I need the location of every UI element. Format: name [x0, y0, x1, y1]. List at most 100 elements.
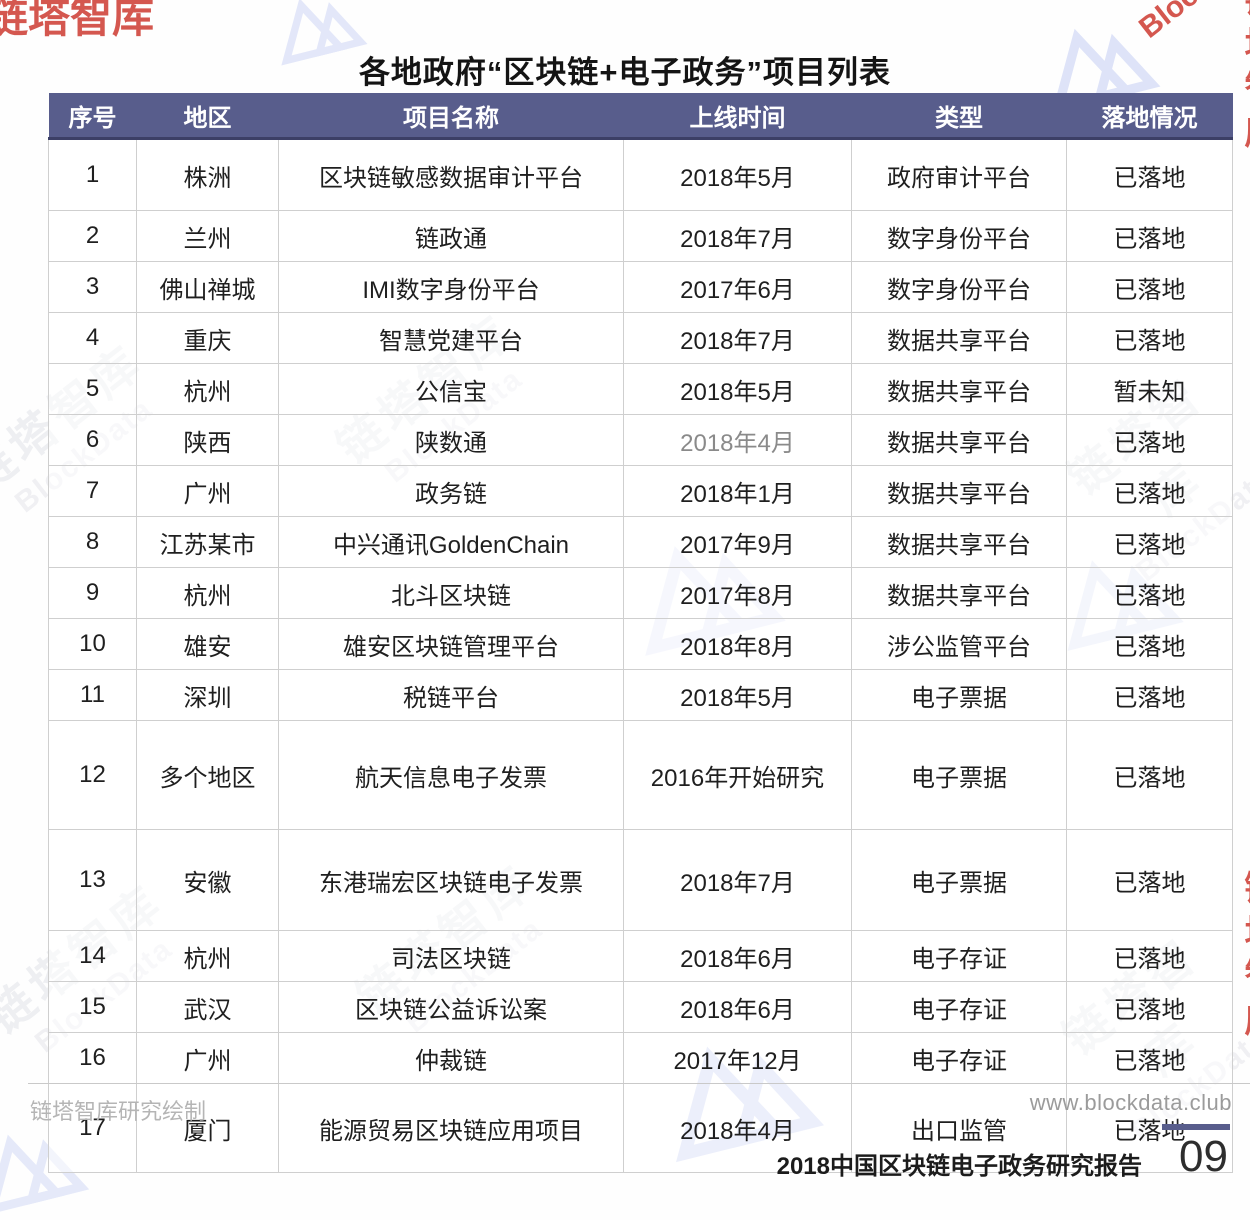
cell-region: 厦门 [136, 1083, 279, 1173]
cell-region: 兰州 [136, 210, 279, 262]
cell-type: 数据共享平台 [851, 363, 1067, 415]
cell-launch-date: 2017年6月 [623, 261, 852, 313]
cell-launch-date: 2018年6月 [623, 930, 852, 982]
cell-project-name: 雄安区块链管理平台 [278, 618, 624, 670]
source-note: 链塔智库研究绘制 [30, 1099, 207, 1124]
cell-no: 11 [48, 669, 137, 721]
cell-no: 4 [48, 312, 137, 364]
table-row: 14 杭州 司法区块链 2018年6月 电子存证 已落地 [48, 930, 1233, 982]
cell-status: 已落地 [1066, 930, 1233, 982]
header-row: 序号 地区 项目名称 上线时间 类型 落地情况 [48, 93, 1233, 140]
cell-launch-date: 2018年5月 [623, 669, 852, 721]
cell-launch-date: 2018年4月 [623, 414, 852, 466]
table-row: 3 佛山禅城 IMI数字身份平台 2017年6月 数字身份平台 已落地 [48, 261, 1233, 313]
cell-no: 14 [48, 930, 137, 982]
table-header: 序号 地区 项目名称 上线时间 类型 落地情况 [48, 93, 1233, 140]
table-row: 4 重庆 智慧党建平台 2018年7月 数据共享平台 已落地 [48, 312, 1233, 364]
cell-project-name: 链政通 [278, 210, 624, 262]
cell-type: 数据共享平台 [851, 465, 1067, 517]
table-row: 5 杭州 公信宝 2018年5月 数据共享平台 暂未知 [48, 363, 1233, 415]
cell-region: 杭州 [136, 363, 279, 415]
footer-divider [28, 1083, 1250, 1084]
cell-project-name: 陕数通 [278, 414, 624, 466]
table-row: 10 雄安 雄安区块链管理平台 2018年8月 涉公监管平台 已落地 [48, 618, 1233, 670]
column-header-region: 地区 [136, 93, 279, 140]
cell-project-name: 司法区块链 [278, 930, 624, 982]
cell-launch-date: 2018年4月 [623, 1083, 852, 1173]
cell-no: 6 [48, 414, 137, 466]
cell-project-name: 航天信息电子发票 [278, 720, 624, 830]
projects-table: 序号 地区 项目名称 上线时间 类型 落地情况 1 株洲 区块链敏感数据审计平台… [48, 93, 1233, 1173]
table-row: 9 杭州 北斗区块链 2017年8月 数据共享平台 已落地 [48, 567, 1233, 619]
cell-status: 已落地 [1066, 465, 1233, 517]
cell-launch-date: 2018年5月 [623, 138, 852, 211]
cell-status: 已落地 [1066, 981, 1233, 1033]
website-url: www.blockdata.club [1029, 1090, 1232, 1115]
cell-region: 雄安 [136, 618, 279, 670]
cell-type: 出口监管 [851, 1083, 1067, 1173]
cell-region: 江苏某市 [136, 516, 279, 568]
cell-launch-date: 2018年7月 [623, 312, 852, 364]
cell-project-name: 能源贸易区块链应用项目 [278, 1083, 624, 1173]
cell-no: 3 [48, 261, 137, 313]
cell-type: 政府审计平台 [851, 138, 1067, 211]
cell-type: 电子存证 [851, 981, 1067, 1033]
column-header-status: 落地情况 [1066, 93, 1233, 140]
cell-type: 电子票据 [851, 720, 1067, 830]
cell-status: 已落地 [1066, 261, 1233, 313]
cell-no: 1 [48, 138, 137, 211]
column-header-launch-date: 上线时间 [623, 93, 852, 140]
column-header-type: 类型 [851, 93, 1067, 140]
cell-project-name: 政务链 [278, 465, 624, 517]
cell-region: 广州 [136, 1032, 279, 1084]
table-row: 1 株洲 区块链敏感数据审计平台 2018年5月 政府审计平台 已落地 [48, 138, 1233, 211]
cell-launch-date: 2017年9月 [623, 516, 852, 568]
cell-type: 电子票据 [851, 829, 1067, 931]
cell-no: 7 [48, 465, 137, 517]
report-title: 2018中国区块链电子政务研究报告 [776, 1153, 1142, 1180]
table-row: 2 兰州 链政通 2018年7月 数字身份平台 已落地 [48, 210, 1233, 262]
cell-status: 已落地 [1066, 414, 1233, 466]
cell-type: 数据共享平台 [851, 414, 1067, 466]
cell-type: 数据共享平台 [851, 312, 1067, 364]
page-number: 09 [1179, 1132, 1228, 1181]
cell-region: 深圳 [136, 669, 279, 721]
table-row: 13 安徽 东港瑞宏区块链电子发票 2018年7月 电子票据 已落地 [48, 829, 1233, 931]
cell-type: 电子存证 [851, 930, 1067, 982]
cell-status: 已落地 [1066, 516, 1233, 568]
cell-region: 多个地区 [136, 720, 279, 830]
cell-launch-date: 2018年8月 [623, 618, 852, 670]
column-header-no: 序号 [48, 93, 137, 140]
table-row: 8 江苏某市 中兴通讯GoldenChain 2017年9月 数据共享平台 已落… [48, 516, 1233, 568]
cell-region: 佛山禅城 [136, 261, 279, 313]
cell-status: 已落地 [1066, 1083, 1233, 1173]
watermark-red-fragment: BlockData [1133, 0, 1250, 46]
cell-type: 数字身份平台 [851, 261, 1067, 313]
page-title: 各地政府“区块链+电子政务”项目列表 [358, 54, 892, 90]
cell-no: 17 [48, 1083, 137, 1173]
cell-launch-date: 2018年7月 [623, 829, 852, 931]
cell-status: 已落地 [1066, 720, 1233, 830]
table-row: 16 广州 仲裁链 2017年12月 电子存证 已落地 [48, 1032, 1233, 1084]
table-row: 15 武汉 区块链公益诉讼案 2018年6月 电子存证 已落地 [48, 981, 1233, 1033]
cell-no: 9 [48, 567, 137, 619]
cell-project-name: 区块链公益诉讼案 [278, 981, 624, 1033]
cell-launch-date: 2017年8月 [623, 567, 852, 619]
cell-no: 10 [48, 618, 137, 670]
cell-project-name: 中兴通讯GoldenChain [278, 516, 624, 568]
cell-no: 15 [48, 981, 137, 1033]
cell-type: 数字身份平台 [851, 210, 1067, 262]
cell-project-name: 智慧党建平台 [278, 312, 624, 364]
cell-project-name: 仲裁链 [278, 1032, 624, 1084]
cell-no: 16 [48, 1032, 137, 1084]
cell-region: 杭州 [136, 930, 279, 982]
cell-status: 已落地 [1066, 618, 1233, 670]
table-body: 1 株洲 区块链敏感数据审计平台 2018年5月 政府审计平台 已落地 2 兰州… [48, 138, 1233, 1173]
cell-no: 8 [48, 516, 137, 568]
cell-status: 已落地 [1066, 567, 1233, 619]
column-header-project-name: 项目名称 [278, 93, 624, 140]
cell-no: 12 [48, 720, 137, 830]
cell-launch-date: 2018年6月 [623, 981, 852, 1033]
cell-launch-date: 2018年1月 [623, 465, 852, 517]
page-number-bar [1162, 1124, 1230, 1130]
